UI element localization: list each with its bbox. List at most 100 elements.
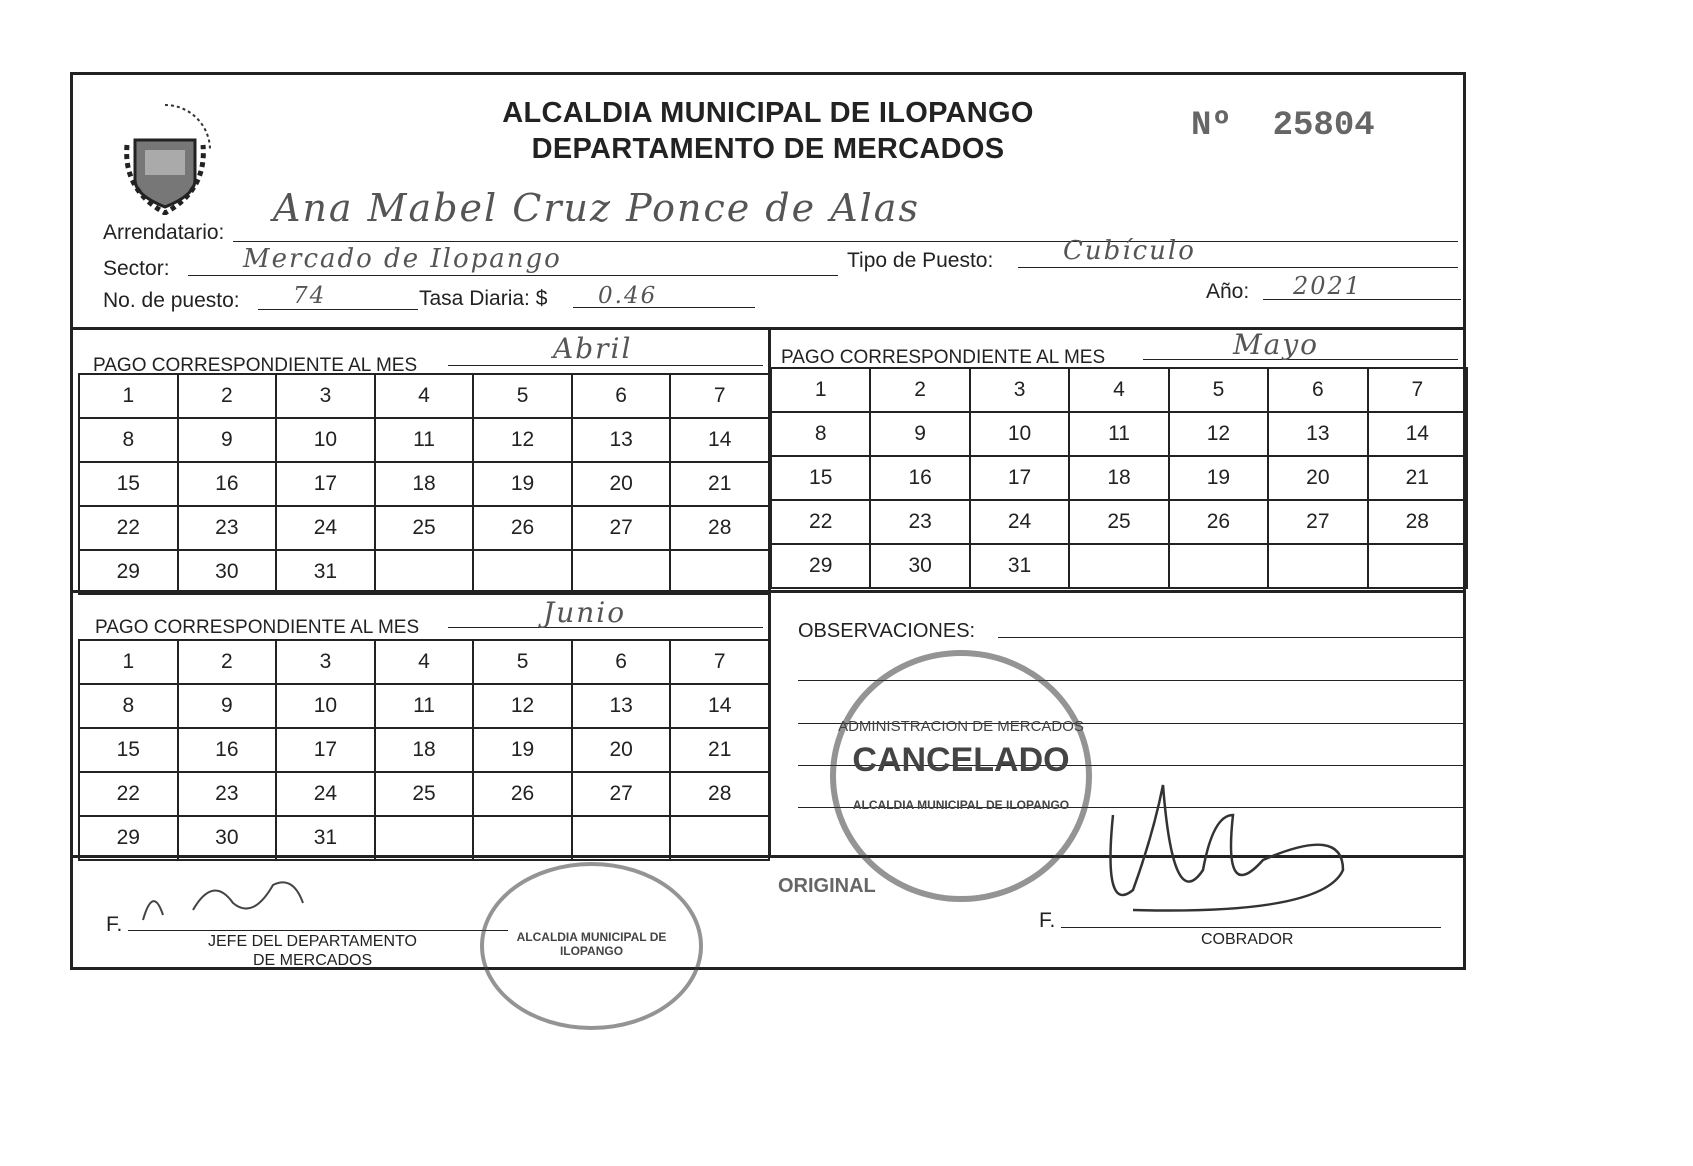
day-cell: 10 [970, 413, 1071, 457]
seal-icon [124, 104, 211, 216]
day-cell: 31 [277, 817, 376, 861]
day-cell: 4 [375, 375, 475, 419]
empty-cell [671, 551, 770, 595]
puesto-value: 74 [293, 283, 327, 309]
day-cell: 29 [80, 817, 179, 861]
day-cell: 23 [871, 501, 971, 545]
day-cell: 6 [572, 641, 672, 685]
day-cell: 27 [1269, 501, 1369, 545]
day-grid-april: 1 2 3 4 5 6 7 8 9 10 11 12 13 14 15 16 17 18 19 20 21 22 23 24 2… [78, 373, 770, 595]
empty-cell [572, 551, 672, 595]
day-cell: 28 [1368, 501, 1468, 545]
day-cell: 21 [671, 463, 770, 507]
cobrador-label: COBRADOR [1201, 931, 1294, 948]
observaciones-line [798, 807, 1463, 808]
anio-value: 2021 [1293, 272, 1363, 300]
day-cell: 18 [375, 729, 475, 773]
day-cell: 20 [572, 463, 672, 507]
anio-label: Año: [1206, 280, 1250, 303]
empty-cell [375, 551, 475, 595]
day-cell: 16 [178, 463, 278, 507]
day-cell: 8 [80, 685, 179, 729]
divider [73, 590, 1463, 593]
day-cell: 11 [1070, 413, 1170, 457]
day-cell: 4 [375, 641, 475, 685]
day-cell: 9 [178, 685, 278, 729]
day-cell: 4 [1070, 369, 1170, 413]
day-cell: 26 [474, 773, 573, 817]
day-cell: 17 [277, 463, 376, 507]
receipt-number: 25804 [1272, 107, 1375, 145]
empty-cell [474, 551, 573, 595]
day-cell: 9 [871, 413, 971, 457]
original-label: ORIGINAL [778, 875, 876, 897]
tipo-line [1018, 267, 1458, 268]
day-cell: 15 [80, 729, 179, 773]
tasa-value: 0.46 [598, 283, 658, 309]
empty-cell [1269, 545, 1369, 589]
tipo-label: Tipo de Puesto: [847, 249, 994, 272]
arrendatario-value: Ana Mabel Cruz Ponce de Alas [273, 186, 920, 230]
tasa-line [573, 307, 755, 308]
day-cell: 10 [277, 419, 376, 463]
day-cell: 14 [671, 685, 770, 729]
signature-line-cobrador [1061, 927, 1441, 928]
month-value: Mayo [1233, 328, 1320, 361]
day-cell: 18 [375, 463, 475, 507]
stamp-admin-text: ADMINISTRACION DE MERCADOS [838, 718, 1084, 735]
day-cell: 1 [80, 375, 179, 419]
month-line [1143, 359, 1458, 360]
title-department: DEPARTAMENTO DE MERCADOS [531, 133, 1005, 165]
month-label: PAGO CORRESPONDIENTE AL MES [93, 355, 418, 376]
day-cell: 13 [572, 685, 672, 729]
sector-line [188, 275, 838, 276]
day-cell: 22 [772, 501, 872, 545]
month-line [448, 627, 763, 628]
day-cell: 6 [1269, 369, 1369, 413]
day-cell: 5 [474, 375, 573, 419]
day-cell: 12 [474, 419, 573, 463]
day-cell: 30 [178, 551, 278, 595]
day-cell: 26 [474, 507, 573, 551]
day-cell: 21 [1368, 457, 1468, 501]
month-value: Abril [553, 332, 633, 365]
day-cell: 29 [772, 545, 872, 589]
month-line [448, 365, 763, 366]
day-cell: 25 [1070, 501, 1170, 545]
puesto-line [258, 309, 418, 310]
day-cell: 28 [671, 773, 770, 817]
day-cell: 11 [375, 419, 475, 463]
day-cell: 22 [80, 773, 179, 817]
day-cell: 20 [572, 729, 672, 773]
jefe-signature [142, 881, 304, 921]
day-cell: 13 [572, 419, 672, 463]
empty-cell [671, 817, 770, 861]
day-cell: 7 [671, 641, 770, 685]
day-cell: 15 [80, 463, 179, 507]
empty-cell [474, 817, 573, 861]
arrendatario-line [233, 241, 1458, 242]
day-cell: 16 [178, 729, 278, 773]
day-cell: 31 [277, 551, 376, 595]
day-cell: 2 [178, 375, 278, 419]
cancelado-stamp: ADMINISTRACION DE MERCADOS CANCELADO ALC… [830, 650, 1092, 902]
day-cell: 3 [277, 641, 376, 685]
day-cell: 10 [277, 685, 376, 729]
signature-line-jefe [128, 930, 508, 931]
day-cell: 19 [474, 729, 573, 773]
day-cell: 14 [671, 419, 770, 463]
stamp-cancelado-text: CANCELADO [852, 741, 1070, 779]
day-cell: 30 [871, 545, 971, 589]
f-label: F. [1039, 909, 1056, 932]
month-value: Junio [543, 596, 627, 629]
day-cell: 25 [375, 773, 475, 817]
day-cell: 27 [572, 773, 672, 817]
day-cell: 21 [671, 729, 770, 773]
cobrador-signature [1109, 784, 1345, 912]
day-cell: 9 [178, 419, 278, 463]
day-cell: 28 [671, 507, 770, 551]
day-cell: 12 [1169, 413, 1270, 457]
day-cell: 31 [970, 545, 1071, 589]
day-cell: 16 [871, 457, 971, 501]
day-cell: 15 [772, 457, 872, 501]
